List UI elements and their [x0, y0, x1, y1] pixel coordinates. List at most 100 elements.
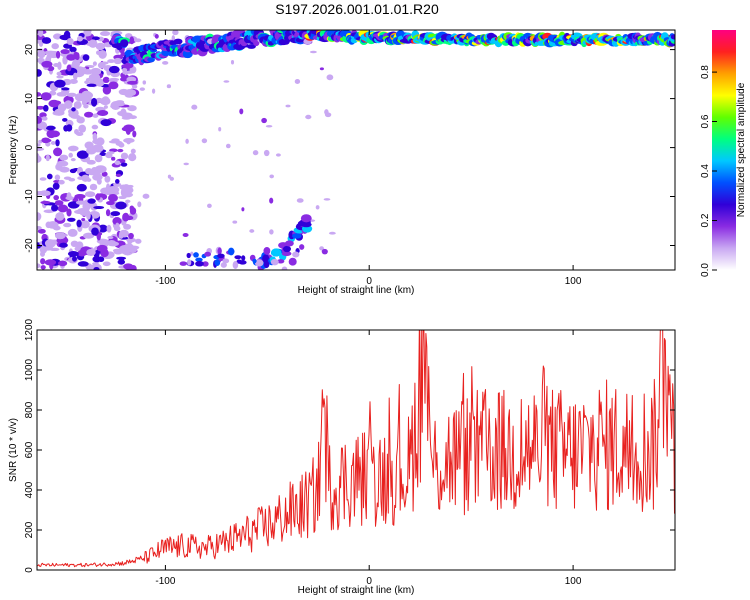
- noise-blob: [70, 157, 76, 162]
- branch-blob: [202, 261, 209, 267]
- noise-blob: [108, 81, 119, 90]
- noise-blob: [45, 125, 56, 131]
- noise-blob: [263, 149, 270, 157]
- noise-blob: [151, 88, 156, 94]
- noise-blob: [185, 138, 189, 144]
- branch-blob: [195, 257, 203, 262]
- noise-blob: [76, 219, 82, 228]
- noise-blob: [38, 30, 44, 37]
- noise-blob: [134, 38, 142, 43]
- noise-blob: [223, 80, 230, 83]
- branch-blob: [179, 261, 188, 266]
- noise-blob: [86, 178, 92, 182]
- noise-blob: [96, 244, 108, 252]
- noise-blob: [296, 198, 304, 203]
- noise-blob: [37, 116, 43, 124]
- heatmap-x-axis-label: Height of straight line (km): [298, 285, 415, 296]
- ridge-blob: [173, 38, 183, 45]
- noise-blob: [137, 201, 142, 208]
- noise-blob: [92, 255, 102, 263]
- noise-blob: [127, 80, 138, 85]
- noise-blob: [66, 37, 74, 46]
- noise-blob: [128, 232, 134, 240]
- noise-blob: [37, 57, 45, 64]
- snr-x-tick-label: -100: [155, 576, 175, 587]
- noise-blob: [74, 194, 86, 199]
- heatmap-y-tick-label: 10: [24, 93, 35, 105]
- noise-blob: [324, 109, 329, 116]
- noise-blob: [62, 117, 68, 122]
- noise-blob: [59, 242, 68, 248]
- noise-blob: [37, 212, 42, 221]
- noise-blob: [122, 186, 131, 193]
- noise-blob: [114, 160, 121, 166]
- branch-blob: [292, 233, 302, 239]
- snr-y-tick-label: 400: [24, 481, 35, 498]
- noise-blob: [100, 119, 112, 127]
- noise-blob: [232, 220, 238, 224]
- noise-blob: [76, 183, 87, 192]
- noise-blob: [115, 201, 127, 210]
- colorbar-tick-label: 0.0: [700, 263, 711, 277]
- noise-blob: [98, 49, 107, 59]
- noise-blob: [51, 43, 59, 50]
- noise-blob: [118, 232, 124, 239]
- noise-blob: [319, 246, 325, 251]
- noise-blob: [81, 98, 87, 106]
- noise-blob: [191, 104, 198, 110]
- snr-panel: -100 0 100 0 200 400 600 800 1000 1200 Height of…: [8, 318, 676, 596]
- noise-blob: [66, 124, 73, 132]
- noise-blob: [130, 148, 136, 154]
- noise-blob: [55, 139, 60, 147]
- noise-blob: [115, 173, 122, 178]
- noise-blob: [92, 173, 103, 181]
- noise-blob: [87, 198, 96, 204]
- snr-y-ticks: 0 200 400 600 800 1000 1200: [24, 318, 675, 573]
- branch-blob: [288, 257, 297, 266]
- noise-blob: [82, 54, 90, 61]
- noise-blob: [57, 103, 67, 112]
- snr-x-ticks: -100 0 100: [155, 330, 582, 587]
- noise-blob: [321, 248, 328, 255]
- noise-blob: [66, 54, 76, 61]
- noise-blob: [230, 59, 235, 65]
- branch-blob: [228, 247, 235, 256]
- branch-blob: [195, 260, 204, 267]
- noise-blob: [305, 114, 312, 120]
- noise-blob: [105, 209, 111, 217]
- heatmap-cells: [37, 30, 675, 270]
- noise-blob: [139, 87, 146, 91]
- noise-blob: [46, 129, 57, 139]
- branch-blob: [186, 252, 191, 259]
- branch-blob: [238, 260, 247, 265]
- noise-blob: [73, 101, 82, 109]
- noise-blob: [252, 150, 259, 156]
- noise-blob: [40, 265, 46, 270]
- noise-blob: [86, 248, 96, 256]
- noise-blob: [102, 85, 112, 95]
- noise-blob: [37, 143, 41, 147]
- noise-blob: [118, 195, 127, 200]
- noise-blob: [107, 186, 120, 194]
- branch-blob: [220, 262, 227, 268]
- noise-blob: [127, 238, 133, 245]
- noise-blob: [241, 207, 245, 212]
- noise-blob: [80, 220, 90, 229]
- heatmap-y-tick-label: -20: [24, 238, 35, 253]
- noise-blob: [92, 61, 97, 66]
- noise-blob: [103, 105, 108, 109]
- noise-blob: [46, 173, 53, 180]
- colorbar-tick-label: 0.2: [700, 213, 711, 227]
- noise-blob: [52, 110, 65, 116]
- noise-blob: [111, 138, 120, 143]
- noise-blob: [95, 42, 106, 51]
- noise-blob: [53, 147, 63, 157]
- noise-blob: [123, 263, 134, 270]
- noise-blob: [127, 105, 137, 112]
- noise-blob: [102, 261, 111, 267]
- noise-blob: [112, 217, 122, 226]
- noise-blob: [55, 212, 65, 221]
- noise-blob: [269, 174, 274, 179]
- noise-blob: [76, 116, 85, 124]
